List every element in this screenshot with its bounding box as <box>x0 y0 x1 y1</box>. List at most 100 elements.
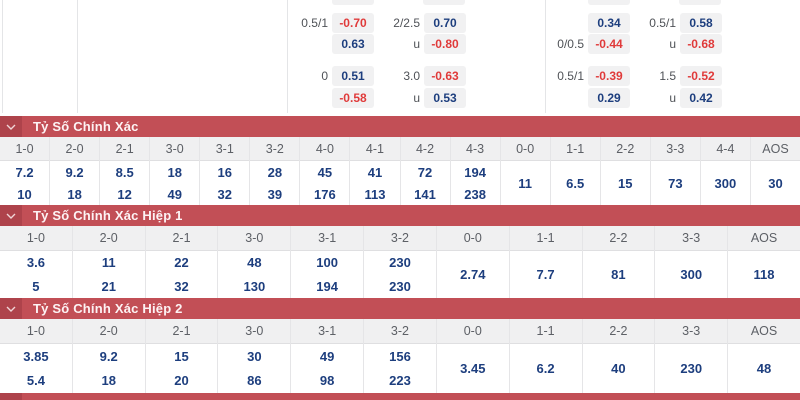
odds-value[interactable]: 2.74 <box>460 267 486 282</box>
odds-value[interactable]: 6.5 <box>566 175 585 191</box>
odds-box-partial[interactable] <box>423 0 465 5</box>
odds-value[interactable]: 72 <box>417 164 433 180</box>
odds-value-box[interactable]: 0.58 <box>680 13 722 33</box>
odds-value[interactable]: 15 <box>618 175 633 191</box>
odds-value[interactable]: 32 <box>217 186 233 202</box>
section-header-bar[interactable]: Tỷ Số Chính Xác Hiệp 1 <box>0 205 800 226</box>
odds-value[interactable]: 141 <box>414 186 436 202</box>
odds-value-box[interactable]: -0.39 <box>588 66 630 86</box>
odds-value[interactable]: 30 <box>768 175 783 191</box>
odds-cell: 41 113 <box>350 161 399 205</box>
odds-value[interactable]: 6.2 <box>536 361 555 376</box>
odds-value[interactable]: 18 <box>67 186 82 202</box>
odds-value-box[interactable]: -0.52 <box>680 66 722 86</box>
score-column: 4-3 194 238 <box>450 137 501 205</box>
odds-value-box[interactable]: 0.53 <box>424 88 466 108</box>
odds-cell: 45 176 <box>300 161 349 205</box>
odds-value[interactable]: 223 <box>389 373 411 389</box>
score-grid: 1-0 3.6 5 2-0 11 21 2-1 22 32 3-0 48 130 3-1 100 194 3-… <box>0 226 800 298</box>
odds-value[interactable]: 73 <box>668 175 683 191</box>
odds-value-box[interactable]: -0.44 <box>588 34 630 54</box>
odds-value[interactable]: 100 <box>316 255 338 271</box>
odds-value-box[interactable]: -0.70 <box>332 13 374 33</box>
odds-value[interactable]: 12 <box>117 186 132 202</box>
handicap-label: u <box>413 37 420 51</box>
odds-value[interactable]: 230 <box>680 361 703 376</box>
odds-value[interactable]: 86 <box>247 373 262 389</box>
odds-value[interactable]: 3.85 <box>23 348 49 364</box>
odds-value-box[interactable]: -0.68 <box>680 34 722 54</box>
score-column-header: 4-0 <box>300 137 350 161</box>
odds-value[interactable]: 118 <box>753 267 775 282</box>
odds-box-partial[interactable] <box>588 0 630 5</box>
odds-value[interactable]: 11 <box>518 175 533 191</box>
score-column-header: 3-1 <box>291 319 364 344</box>
odds-value[interactable]: 40 <box>611 361 626 376</box>
odds-value[interactable]: 41 <box>367 164 383 180</box>
handicap-label: u <box>669 91 676 105</box>
odds-row: 0.29 u 0.42 <box>543 88 722 108</box>
odds-value[interactable]: 9.2 <box>99 348 118 364</box>
odds-value-box[interactable]: 0.63 <box>332 34 374 54</box>
odds-value[interactable]: 3.6 <box>26 255 45 271</box>
odds-value[interactable]: 238 <box>464 186 486 202</box>
score-column: AOS 48 <box>728 319 800 393</box>
odds-value[interactable]: 130 <box>243 278 266 294</box>
odds-value[interactable]: 28 <box>267 164 283 180</box>
odds-value[interactable]: 113 <box>364 186 386 202</box>
odds-value[interactable]: 194 <box>316 278 338 294</box>
odds-box-partial[interactable] <box>679 0 721 5</box>
odds-value[interactable]: 81 <box>611 267 626 282</box>
next-section-header-partial[interactable] <box>0 393 800 400</box>
odds-value[interactable]: 300 <box>680 267 703 282</box>
odds-value[interactable]: 45 <box>317 164 333 180</box>
odds-value[interactable]: 21 <box>101 278 116 294</box>
odds-value[interactable]: 300 <box>714 175 737 191</box>
handicap-label: 0.5/1 <box>301 16 328 30</box>
odds-value[interactable]: 48 <box>247 255 262 271</box>
odds-value[interactable]: 30 <box>247 348 262 364</box>
odds-value[interactable]: 22 <box>174 255 189 271</box>
odds-value-box[interactable]: -0.58 <box>332 88 374 108</box>
odds-value[interactable]: 15 <box>174 348 189 364</box>
odds-value[interactable]: 20 <box>174 373 189 389</box>
odds-value-box[interactable]: -0.80 <box>424 34 466 54</box>
odds-value-box[interactable]: 0.51 <box>332 66 374 86</box>
odds-value[interactable]: 176 <box>314 186 336 202</box>
odds-value[interactable]: 11 <box>101 255 116 271</box>
odds-value[interactable]: 18 <box>101 373 116 389</box>
odds-value[interactable]: 7.2 <box>15 164 34 180</box>
odds-value[interactable]: 230 <box>389 278 411 294</box>
odds-value-box[interactable]: 0.70 <box>424 13 466 33</box>
odds-cell: 9.2 18 <box>73 344 145 393</box>
odds-cell: 100 194 <box>291 251 363 298</box>
odds-value[interactable]: 7.7 <box>536 267 555 282</box>
odds-box-partial[interactable] <box>332 0 374 5</box>
odds-value[interactable]: 18 <box>167 164 182 180</box>
odds-value[interactable]: 5 <box>32 278 40 294</box>
odds-value-box[interactable]: -0.63 <box>424 66 466 86</box>
odds-value-box[interactable]: 0.42 <box>680 88 722 108</box>
score-column-header: 2-1 <box>145 226 218 251</box>
odds-value-box[interactable]: 0.34 <box>588 13 630 33</box>
odds-value[interactable]: 39 <box>267 186 283 202</box>
odds-value[interactable]: 230 <box>389 255 411 271</box>
odds-value[interactable]: 156 <box>389 348 411 364</box>
odds-value[interactable]: 48 <box>756 361 772 376</box>
odds-cell: 48 <box>728 344 800 393</box>
section-header-bar[interactable]: Tỷ Số Chính Xác <box>0 116 800 137</box>
section-header-bar[interactable]: Tỷ Số Chính Xác Hiệp 2 <box>0 298 800 319</box>
odds-value[interactable]: 98 <box>319 373 335 389</box>
odds-value[interactable]: 8.5 <box>115 164 134 180</box>
odds-value[interactable]: 5.4 <box>26 373 45 389</box>
odds-value[interactable]: 49 <box>167 186 182 202</box>
section-header-bar[interactable] <box>0 393 800 400</box>
odds-value[interactable]: 10 <box>17 186 32 202</box>
odds-value[interactable]: 3.45 <box>460 361 486 376</box>
odds-value-box[interactable]: 0.29 <box>588 88 630 108</box>
odds-value[interactable]: 16 <box>217 164 233 180</box>
odds-value[interactable]: 32 <box>174 278 189 294</box>
odds-value[interactable]: 194 <box>464 164 486 180</box>
odds-value[interactable]: 49 <box>319 348 335 364</box>
odds-value[interactable]: 9.2 <box>65 164 84 180</box>
